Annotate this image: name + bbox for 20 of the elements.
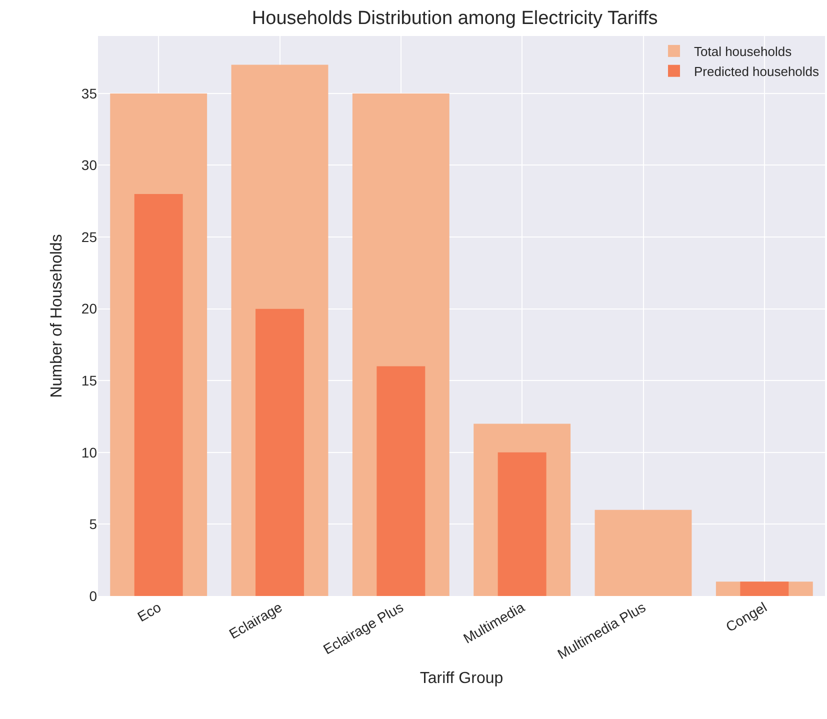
y-tick-label: 20	[81, 300, 98, 317]
y-tick-label: 0	[89, 588, 98, 604]
y-tick-label: 35	[81, 85, 98, 102]
legend-label: Predicted households	[694, 64, 820, 79]
bar	[498, 452, 546, 596]
x-tick-label: Eco	[134, 598, 164, 625]
x-axis-title: Tariff Group	[420, 670, 504, 687]
y-tick-label: 5	[89, 516, 98, 532]
bar	[256, 308, 304, 596]
y-axis-title: Number of Households	[48, 234, 66, 398]
y-tick-label: 15	[81, 372, 98, 389]
bar	[134, 194, 183, 596]
y-tick-label: 25	[81, 228, 98, 245]
y-tick-label: 10	[81, 444, 98, 460]
legend-label: Total households	[694, 44, 792, 60]
bar	[376, 366, 426, 596]
bar	[594, 510, 692, 596]
y-tick-label: 30	[81, 157, 98, 174]
chart-title: Households Distribution among Electricity Tariffs	[252, 8, 658, 30]
bar	[740, 582, 789, 596]
